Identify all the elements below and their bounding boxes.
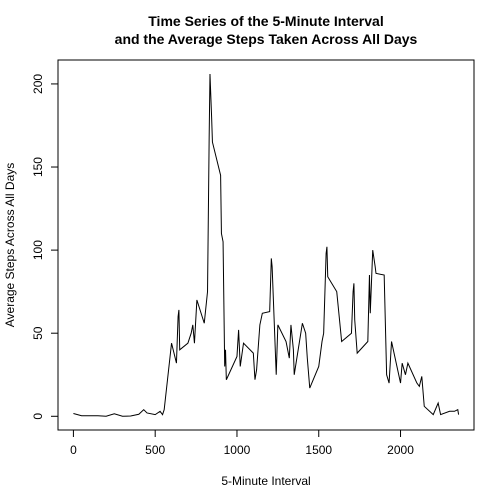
x-tick-label: 0 [70,443,77,457]
y-tick-label: 200 [31,74,45,94]
x-tick-label: 1500 [305,443,332,457]
chart-title: Time Series of the 5-Minute Interval [148,13,383,29]
line [73,73,460,417]
x-axis-label: 5-Minute Interval [221,474,310,488]
chart-title: and the Average Steps Taken Across All D… [115,31,418,47]
x-tick-label: 500 [145,443,165,457]
plot-box [57,59,475,431]
y-tick-label: 0 [31,413,45,420]
x-tick-label: 1000 [224,443,251,457]
y-tick-label: 50 [31,326,45,340]
y-tick-label: 100 [31,240,45,260]
y-axis-label: Average Steps Across All Days [3,163,17,328]
y-tick-label: 150 [31,157,45,177]
x-tick-label: 2000 [387,443,414,457]
